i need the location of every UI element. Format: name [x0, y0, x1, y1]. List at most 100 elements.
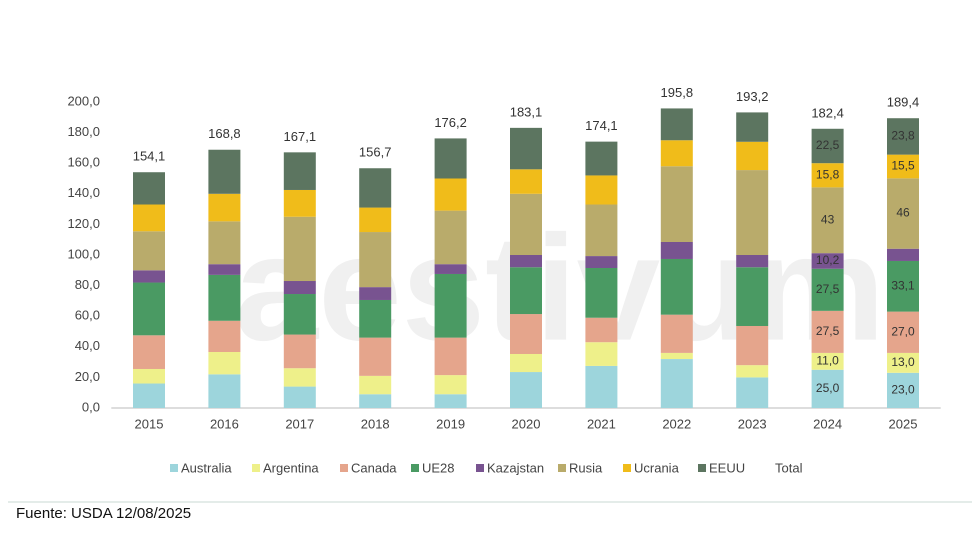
segment-label: 10,2	[816, 253, 840, 267]
segment-label: 27,0	[891, 324, 915, 338]
segment-label: 11,0	[816, 354, 839, 368]
bar-segment	[585, 342, 618, 366]
bar-segment	[434, 210, 467, 265]
bar-segment	[283, 281, 316, 295]
x-tick-label: 2015	[135, 416, 164, 431]
bar-segment	[359, 394, 392, 408]
bar-segment	[736, 365, 769, 378]
x-tick-label: 2024	[813, 416, 842, 431]
bar-segment	[660, 314, 693, 353]
bar-segment	[133, 368, 165, 384]
bar-segment	[208, 320, 241, 353]
x-tick-label: 2019	[436, 416, 465, 431]
bar-segment	[359, 207, 392, 233]
x-tick-label: 2023	[738, 416, 767, 431]
bar-segment	[133, 172, 165, 205]
bar-segment	[283, 334, 316, 369]
y-tick-label: 140,0	[67, 185, 100, 200]
bar-segment	[283, 216, 316, 282]
bar-segment	[133, 204, 165, 232]
bar-segment	[660, 359, 693, 408]
bar-segment	[208, 193, 241, 222]
bar-segment	[510, 372, 542, 408]
bar-segment	[434, 337, 467, 376]
legend-swatch	[411, 464, 419, 472]
y-tick-label: 180,0	[67, 124, 100, 139]
bar-segment	[133, 282, 165, 336]
bar-segment	[736, 325, 769, 366]
bar-segment	[660, 140, 693, 167]
bar-segment	[434, 394, 467, 408]
bar-segment	[510, 127, 542, 170]
bar-segment	[736, 141, 769, 171]
bar-segment	[811, 128, 844, 164]
bar-segment	[887, 154, 919, 179]
bar-segment	[811, 187, 844, 254]
bar-segment	[359, 299, 392, 338]
bar-segment	[585, 175, 618, 205]
total-label: 176,2	[434, 115, 467, 130]
legend-label: EEUU	[709, 460, 745, 475]
legend-label: Argentina	[263, 460, 319, 475]
total-label: 189,4	[887, 95, 920, 110]
bar-segment	[660, 258, 693, 315]
legend-label: Rusia	[569, 460, 603, 475]
segment-label: 22,5	[816, 138, 840, 152]
bar-segment	[359, 232, 392, 288]
bar-segment	[510, 267, 542, 315]
bar-segment	[811, 310, 844, 353]
bar-segment	[811, 163, 844, 188]
bar-segment	[510, 255, 542, 268]
legend-swatch	[170, 464, 178, 472]
bar-segment	[133, 383, 165, 408]
bar-segment	[359, 287, 392, 300]
total-label: 182,4	[811, 105, 844, 120]
bar-segment	[434, 178, 467, 211]
bar-segment	[434, 273, 467, 338]
bar-segment	[736, 112, 769, 142]
bar-segment	[887, 118, 919, 155]
bar-segment	[585, 204, 618, 257]
legend-label: UE28	[422, 460, 455, 475]
bar-segment	[887, 248, 919, 261]
y-tick-label: 160,0	[67, 155, 100, 170]
bar-segment	[434, 375, 467, 395]
bar-segment	[811, 369, 844, 408]
bar-segment	[736, 170, 769, 255]
bar-segment	[208, 352, 241, 375]
bar-segment	[359, 337, 392, 376]
legend-swatch	[623, 464, 631, 472]
bar-segment	[133, 231, 165, 271]
bar-segment	[811, 268, 844, 311]
bar-segment	[208, 274, 241, 321]
y-tick-label: 20,0	[75, 369, 100, 384]
total-label: 156,7	[359, 145, 392, 160]
bar-segment	[208, 374, 241, 408]
legend-swatch	[558, 464, 566, 472]
legend-swatch	[698, 464, 706, 472]
bar-segment	[283, 189, 316, 217]
segment-label: 23,0	[891, 383, 915, 397]
total-label: 154,1	[133, 149, 166, 164]
total-label: 167,1	[284, 129, 317, 144]
bar-segment	[736, 267, 769, 326]
bar-segment	[660, 166, 693, 242]
segment-label: 13,0	[891, 355, 915, 369]
y-tick-label: 120,0	[67, 216, 100, 231]
bar-segment	[887, 260, 919, 312]
bar-segment	[887, 178, 919, 249]
total-label: 183,1	[510, 104, 543, 119]
bar-segment	[887, 311, 919, 353]
bar-segment	[811, 253, 844, 269]
segment-label: 33,1	[891, 278, 915, 292]
bar-segment	[736, 377, 769, 408]
bar-segment	[585, 268, 618, 318]
legend-swatch	[340, 464, 348, 472]
segment-label: 15,8	[816, 167, 840, 181]
y-tick-label: 0,0	[82, 399, 100, 414]
bar-segment	[359, 375, 392, 395]
x-tick-label: 2020	[512, 416, 541, 431]
bar-segment	[434, 138, 467, 179]
legend-label: Total	[775, 460, 803, 475]
bar-segment	[283, 294, 316, 335]
